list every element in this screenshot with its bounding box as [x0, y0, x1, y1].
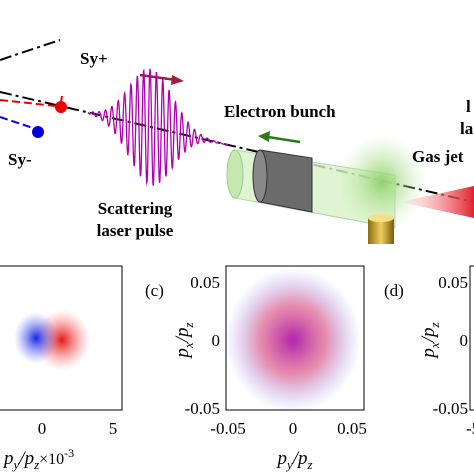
gas-glow [337, 134, 427, 230]
nozzle-top [368, 214, 394, 222]
label: l [466, 97, 471, 116]
t: p [23, 448, 35, 469]
axis-label: py/pz×10-3 [2, 446, 74, 472]
cloud [14, 312, 58, 364]
bunch-arrow [267, 135, 301, 144]
blue-dash [0, 116, 37, 130]
tick-label: 0.05 [438, 273, 468, 292]
label: Electron bunch [224, 102, 336, 121]
bunch-end [252, 149, 268, 203]
arrow-head [171, 75, 184, 85]
panel-label: (d) [384, 281, 404, 300]
axis-label: px/pz [172, 322, 196, 359]
t: -3 [64, 446, 74, 460]
diagram: Sy+ Sy- Scattering laser pulse Electron … [0, 39, 474, 244]
label: Sy- [8, 150, 32, 169]
t: p [172, 328, 193, 340]
red-dot [55, 101, 67, 113]
t: y [12, 457, 20, 472]
t: p [275, 448, 287, 469]
t: p [2, 448, 14, 469]
tick-label: 0.05 [190, 273, 220, 292]
axes-frame [469, 265, 474, 411]
panel-c: (c) 0.05 0 -0.05 -0.05 0 0.05 px/pz py/p… [145, 265, 367, 472]
tick-label: -5 [466, 419, 474, 438]
red-dash [0, 99, 57, 107]
t: p [418, 348, 439, 360]
tick-label: 5 [109, 419, 118, 438]
tick-label: 0 [289, 419, 298, 438]
label: Gas jet [412, 147, 464, 166]
tick-label: 0 [38, 419, 47, 438]
label: laser pulse [97, 221, 174, 240]
t: / [172, 335, 193, 343]
label: Scattering [98, 199, 173, 218]
t: y [285, 457, 293, 472]
cloud [225, 268, 361, 412]
t: x [427, 342, 442, 349]
t: / [18, 448, 26, 469]
panel-d: (d) 0.05 0 -0.05 -5 px/pz [384, 265, 474, 438]
t: p [172, 348, 193, 360]
t: / [418, 335, 439, 343]
axis-label: py/pz [275, 448, 312, 472]
electron-bunch [259, 149, 313, 213]
laser-pulse [87, 68, 229, 187]
t: ×10 [39, 451, 64, 468]
axes-frame [0, 265, 123, 411]
axis-line [0, 39, 61, 61]
label: Sy+ [80, 49, 108, 68]
tick-label: 0 [212, 331, 221, 350]
nozzle [368, 218, 394, 244]
t: z [181, 322, 196, 328]
pulse-arrow [139, 73, 177, 82]
panel-b: 0 5 py/pz×10-3 [0, 265, 123, 472]
tube-end [226, 149, 244, 199]
panel-label: (c) [145, 281, 164, 300]
label: la [460, 119, 474, 138]
tick-label: -0.05 [185, 399, 220, 418]
t: / [292, 448, 300, 469]
t: p [418, 328, 439, 340]
tick-label: -0.05 [433, 399, 468, 418]
tick-label: 0.05 [337, 419, 367, 438]
blue-dot [32, 126, 44, 138]
arrow-head [258, 131, 270, 142]
t: x [181, 342, 196, 349]
drive-laser [400, 186, 474, 218]
t: z [307, 457, 313, 472]
t: z [427, 322, 442, 328]
tick-label: 0 [460, 331, 469, 350]
axis-label: px/pz [418, 322, 442, 359]
tick-label: -0.05 [210, 419, 245, 438]
t: p [296, 448, 308, 469]
t: z [33, 457, 39, 472]
